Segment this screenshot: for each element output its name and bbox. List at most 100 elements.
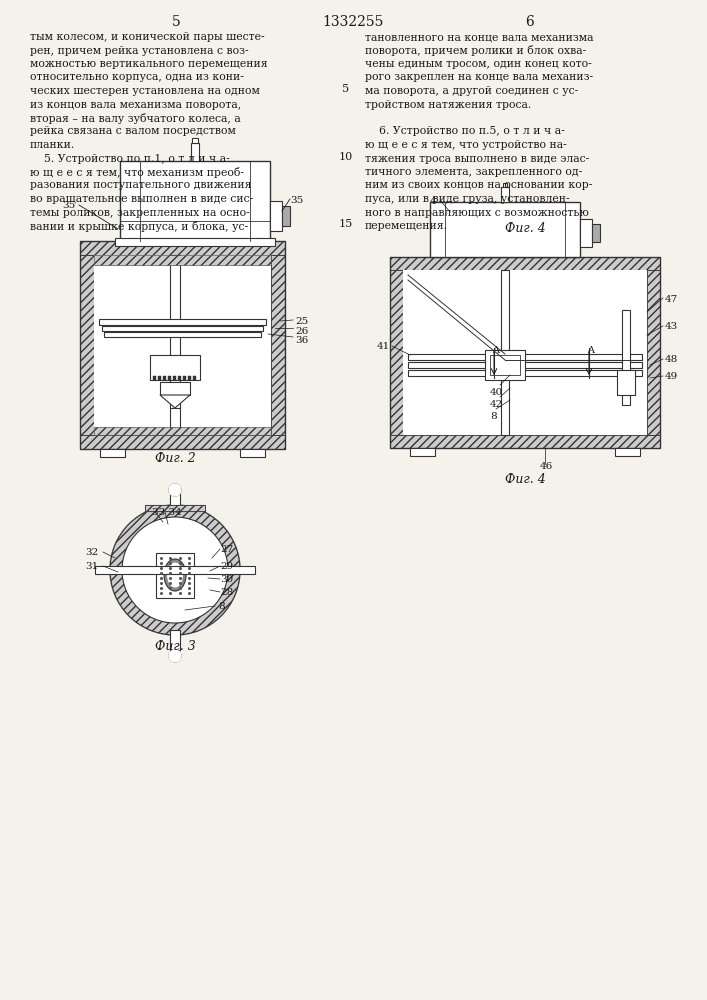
Text: из концов вала механизма поворота,: из концов вала механизма поворота, [30,100,241,109]
Bar [410,448,435,456]
Circle shape [169,650,181,662]
Circle shape [169,484,181,496]
Bar [163,376,166,380]
Text: рейка связана с валом посредством: рейка связана с валом посредством [30,126,236,136]
Text: тяжения троса выполнено в виде элас-: тяжения троса выполнено в виде элас- [365,153,589,163]
Bar [160,382,190,395]
Polygon shape [160,395,190,408]
Bar [80,241,285,255]
Text: 42: 42 [490,400,503,409]
Text: тановленного на конце вала механизма: тановленного на конце вала механизма [365,32,593,42]
Text: ного в направляющих с возможностью: ного в направляющих с возможностью [365,208,589,218]
Text: поворота, причем ролики и блок охва-: поворота, причем ролики и блок охва- [365,45,586,56]
Text: 49: 49 [665,372,678,381]
Text: ма поворота, а другой соединен с ус-: ма поворота, а другой соединен с ус- [365,86,578,96]
Bar [390,270,403,435]
Bar [403,270,647,435]
Text: Фиг. 2: Фиг. 2 [155,452,195,465]
Bar [408,370,642,376]
Bar [95,566,255,574]
Text: пуса, или в виде груза, установлен-: пуса, или в виде груза, установлен- [365,194,570,204]
Text: чены единым тросом, один конец кото-: чены единым тросом, один конец кото- [365,59,592,69]
Wedge shape [110,505,240,635]
Bar [282,206,290,226]
Bar [408,362,642,368]
Text: 1332255: 1332255 [322,15,384,29]
Text: вторая – на валу зубчатого колеса, а: вторая – на валу зубчатого колеса, а [30,113,241,124]
Text: 28: 28 [220,588,233,597]
Bar [485,350,525,380]
Text: тройством натяжения троса.: тройством натяжения троса. [365,100,531,109]
Text: относительно корпуса, одна из кони-: относительно корпуса, одна из кони- [30,73,244,83]
Text: 26: 26 [295,327,308,336]
Bar [191,143,199,161]
Bar [80,241,285,449]
Bar [153,376,156,380]
Bar [100,449,125,457]
Bar [104,332,261,337]
Circle shape [122,517,228,623]
Bar [490,355,520,375]
Bar [170,255,180,435]
Text: A: A [492,346,499,355]
Bar [408,354,642,360]
Text: 6. Устройство по п.5, о т л и ч а-: 6. Устройство по п.5, о т л и ч а- [365,126,565,136]
Text: 32: 32 [85,548,98,557]
Bar [501,270,509,435]
Text: 5: 5 [342,84,349,94]
Text: 5. Устройство по п.1, о т л и ч а-: 5. Устройство по п.1, о т л и ч а- [30,153,230,163]
Bar [156,552,194,597]
Text: 35: 35 [62,201,75,210]
Text: ю щ е е с я тем, что устройство на-: ю щ е е с я тем, что устройство на- [365,140,567,150]
Bar [80,255,94,435]
Bar [170,630,180,650]
Bar [192,138,198,143]
Bar [615,448,640,456]
Bar [173,376,176,380]
Text: 46: 46 [540,462,554,471]
Bar [120,161,270,241]
Circle shape [110,505,240,635]
Text: разования поступательного движения: разования поступательного движения [30,180,252,190]
Bar [115,238,275,246]
Text: 27: 27 [220,545,233,554]
Text: A: A [587,346,594,355]
Ellipse shape [167,562,183,587]
Bar [647,270,660,435]
Bar [390,257,660,448]
Text: рого закреплен на конце вала механиз-: рого закреплен на конце вала механиз- [365,73,593,83]
Text: рен, причем рейка установлена с воз-: рен, причем рейка установлена с воз- [30,45,249,55]
Text: темы роликов, закрепленных на осно-: темы роликов, закрепленных на осно- [30,208,250,218]
Ellipse shape [164,559,186,591]
Text: тичного элемента, закрепленного од-: тичного элемента, закрепленного од- [365,167,583,177]
Text: 8: 8 [218,602,225,611]
Circle shape [110,505,240,635]
Bar [80,435,285,449]
Bar [270,201,282,231]
Bar [580,219,592,247]
Text: 6: 6 [525,15,534,29]
Text: 35: 35 [290,196,303,205]
Text: Фиг. 3: Фиг. 3 [155,640,195,653]
Bar [193,376,196,380]
Text: 5: 5 [172,15,180,29]
Text: ческих шестерен установлена на одном: ческих шестерен установлена на одном [30,86,260,96]
Text: во вращательное выполнен в виде сис-: во вращательное выполнен в виде сис- [30,194,253,204]
Bar [617,370,635,395]
Bar [145,505,205,511]
Bar [94,427,271,435]
Text: 43: 43 [665,322,678,331]
Bar [390,257,660,270]
Text: 31: 31 [85,562,98,571]
Text: 48: 48 [665,355,678,364]
Bar [99,319,266,325]
Text: 8: 8 [490,412,496,421]
Bar [271,255,285,435]
Text: 4: 4 [430,197,437,206]
Text: вании и крышке корпуса, и блока, ус-: вании и крышке корпуса, и блока, ус- [30,221,248,232]
Bar [390,435,660,448]
Bar [622,310,630,405]
Bar [501,187,509,202]
Bar [94,255,271,265]
Text: перемещения.: перемещения. [365,221,448,231]
